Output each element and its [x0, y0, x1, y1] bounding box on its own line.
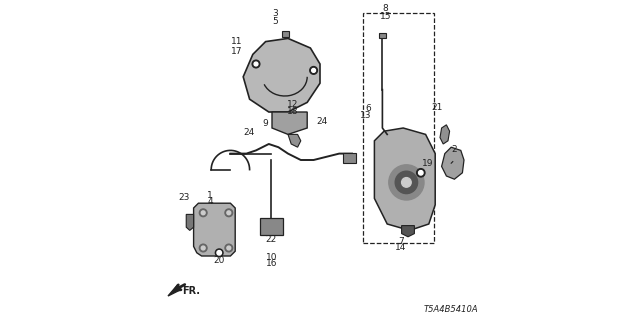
Text: 15: 15 — [380, 12, 391, 21]
Circle shape — [201, 211, 205, 215]
Polygon shape — [440, 125, 450, 144]
Text: FR.: FR. — [182, 286, 200, 296]
Circle shape — [201, 246, 205, 250]
Polygon shape — [442, 147, 464, 179]
Polygon shape — [193, 203, 236, 256]
Text: 1: 1 — [207, 191, 212, 200]
Text: 24: 24 — [317, 117, 328, 126]
Text: 7: 7 — [398, 237, 403, 246]
Circle shape — [227, 246, 231, 250]
Text: 24: 24 — [243, 128, 254, 137]
Text: 20: 20 — [214, 256, 225, 265]
Text: 13: 13 — [360, 111, 371, 120]
Circle shape — [200, 209, 207, 217]
Polygon shape — [374, 128, 435, 230]
Text: 14: 14 — [395, 243, 406, 252]
Polygon shape — [243, 38, 320, 112]
Text: 18: 18 — [287, 107, 298, 116]
Text: 9: 9 — [263, 119, 268, 128]
Text: 11: 11 — [231, 37, 243, 46]
FancyBboxPatch shape — [260, 218, 283, 235]
Text: 5: 5 — [273, 17, 278, 26]
Polygon shape — [288, 134, 301, 147]
Text: 10: 10 — [266, 253, 277, 262]
Text: 12: 12 — [287, 100, 298, 109]
Circle shape — [402, 178, 412, 187]
Circle shape — [225, 244, 233, 252]
Circle shape — [396, 171, 417, 194]
Text: T5A4B5410A: T5A4B5410A — [424, 305, 479, 314]
Circle shape — [225, 209, 233, 217]
Text: 6: 6 — [365, 104, 371, 113]
Text: 17: 17 — [231, 47, 243, 56]
Circle shape — [227, 211, 231, 215]
Text: 2: 2 — [451, 145, 456, 154]
Circle shape — [417, 169, 425, 177]
Text: 4: 4 — [207, 197, 212, 206]
Polygon shape — [168, 285, 181, 296]
Circle shape — [254, 62, 258, 66]
Text: 22: 22 — [266, 235, 277, 244]
FancyBboxPatch shape — [282, 31, 289, 37]
FancyBboxPatch shape — [344, 153, 356, 163]
Circle shape — [252, 60, 260, 68]
Circle shape — [217, 251, 221, 255]
Circle shape — [215, 249, 223, 257]
Circle shape — [388, 165, 424, 200]
Circle shape — [312, 68, 316, 72]
Text: 23: 23 — [179, 193, 189, 202]
FancyBboxPatch shape — [380, 33, 385, 38]
Circle shape — [200, 244, 207, 252]
Text: 8: 8 — [383, 4, 388, 13]
Circle shape — [310, 67, 317, 74]
Text: 3: 3 — [273, 9, 278, 18]
Text: 19: 19 — [422, 159, 434, 168]
Circle shape — [419, 171, 423, 175]
Polygon shape — [186, 214, 193, 230]
Polygon shape — [402, 226, 415, 237]
Text: 21: 21 — [431, 103, 442, 112]
Polygon shape — [272, 112, 307, 134]
Text: 16: 16 — [266, 259, 277, 268]
